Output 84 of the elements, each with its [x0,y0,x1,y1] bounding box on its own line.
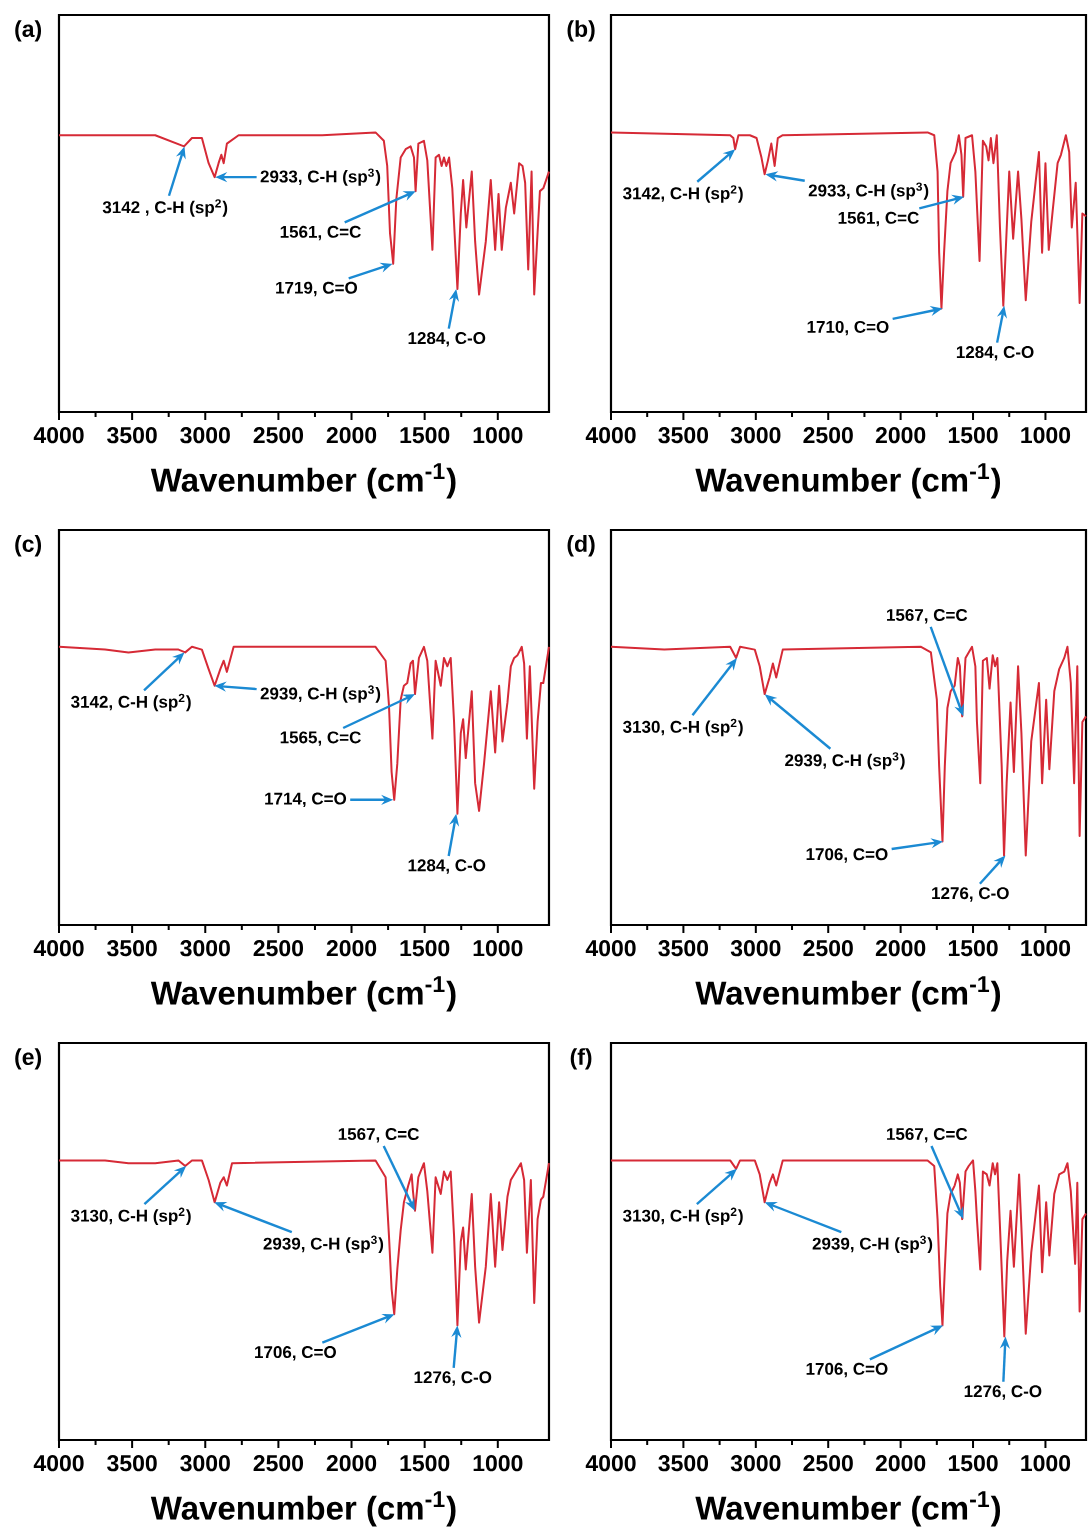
x-tick-label: 2000 [326,1455,377,1472]
x-tick-label: 1000 [473,427,523,444]
x-tick-label: 2000 [326,427,377,444]
annotation: 1706, C=O [806,848,888,863]
x-tick-label: 4000 [33,427,84,444]
annotation: 2939, C-H (sp$^{3}$) [263,1235,384,1254]
x-tick-label: 2000 [875,1455,926,1472]
x-tick-label: 3500 [107,427,157,444]
x-tick-label: 4000 [585,940,636,957]
x-tick-label: 3500 [658,1455,709,1472]
x-tick-label: 3000 [730,940,781,957]
annotation: 1714, C=O [265,792,347,808]
annotation: 1565, C=C [280,731,361,746]
annotation: 1567, C=C [338,1128,419,1143]
annotation: 1719, C=O [276,281,358,297]
x-tick-label: 3000 [180,940,230,957]
annotation: 1561, C=C [838,211,919,227]
x-tick-label: 2000 [326,940,377,957]
annotation: 3130, C-H (sp$^{2}$) [623,1207,743,1226]
x-tick-label: 1500 [948,427,998,444]
x-tick-label: 2500 [253,427,304,444]
chart-title: (b) [567,20,595,42]
x-tick-label: 1000 [1021,427,1071,444]
annotation: 1284, C-O [408,859,486,874]
x-tick-label: 3500 [107,940,157,957]
annotation: 1706, C=O [255,1346,336,1361]
x-tick-label: 4000 [33,940,84,957]
x-tick-label: 1500 [400,940,450,957]
x-axis-title: Wavenumber (cm$^{-1}$) [150,976,456,1012]
x-tick-label: 3500 [658,940,709,957]
annotation: 2933, C-H (sp$^{3}$) [260,168,381,186]
x-tick-label: 3000 [180,1455,230,1472]
chart-title: (f) [570,1048,592,1070]
annotation: 1276, C-O [932,887,1009,902]
annotation: 1567, C=C [887,608,968,624]
annotation: 1284, C-O [408,332,486,347]
annotation: 2939, C-H (sp$^{3}$) [785,752,905,770]
x-tick-label: 2500 [803,1455,853,1472]
annotation: 2939, C-H (sp$^{3}$) [260,685,381,703]
x-tick-label: 1000 [1021,1455,1071,1472]
x-tick-label: 4000 [33,1455,84,1472]
x-axis-title: Wavenumber (cm$^{-1}$) [150,1491,456,1527]
x-tick-label: 2000 [875,427,926,444]
chart-title: (e) [15,1048,42,1070]
x-tick-label: 4000 [585,427,636,444]
x-tick-label: 2500 [803,427,853,444]
x-tick-label: 3000 [730,1455,781,1472]
annotation: 3142 , C-H (sp$^{2}$) [102,199,228,217]
x-tick-label: 1500 [400,1455,450,1472]
x-tick-label: 2500 [253,940,304,957]
annotation: 1710, C=O [807,320,889,336]
annotation: 1706, C=O [806,1362,888,1378]
x-tick-label: 3500 [107,1455,157,1472]
annotation: 3130, C-H (sp$^{2}$) [70,1207,191,1226]
annotation: 2939, C-H (sp$^{3}$) [812,1235,933,1254]
x-tick-label: 3000 [180,427,230,444]
x-axis-title: Wavenumber (cm$^{-1}$) [695,463,1001,499]
x-tick-label: 2500 [803,940,853,957]
annotation: 1561, C=C [280,225,361,241]
chart-title: (a) [15,20,42,42]
annotation: 3142, C-H (sp$^{2}$) [623,185,743,203]
x-tick-label: 3500 [658,427,709,444]
x-axis-title: Wavenumber (cm$^{-1}$) [695,1491,1001,1527]
x-tick-label: 2000 [875,940,926,957]
x-tick-label: 1500 [948,940,998,957]
x-tick-label: 1500 [400,427,450,444]
annotation: 1567, C=C [887,1128,968,1143]
annotation: 1276, C-O [964,1385,1042,1400]
annotation: 1284, C-O [956,346,1034,361]
annotation: 3142, C-H (sp$^{2}$) [70,693,191,712]
x-tick-label: 1000 [473,1455,523,1472]
x-tick-label: 1000 [1021,940,1071,957]
x-tick-label: 3000 [730,427,781,444]
annotation: 1276, C-O [414,1371,492,1386]
chart-title: (d) [567,535,595,557]
x-tick-label: 2500 [253,1455,304,1472]
x-tick-label: 1500 [948,1455,998,1472]
chart-title: (c) [15,535,42,557]
x-tick-label: 1000 [473,940,523,957]
annotation: 3130, C-H (sp$^{2}$) [623,718,743,737]
x-axis-title: Wavenumber (cm$^{-1}$) [150,463,456,499]
x-axis-title: Wavenumber (cm$^{-1}$) [695,976,1001,1012]
x-tick-label: 4000 [585,1455,636,1472]
annotation: 2933, C-H (sp$^{3}$) [808,182,929,200]
